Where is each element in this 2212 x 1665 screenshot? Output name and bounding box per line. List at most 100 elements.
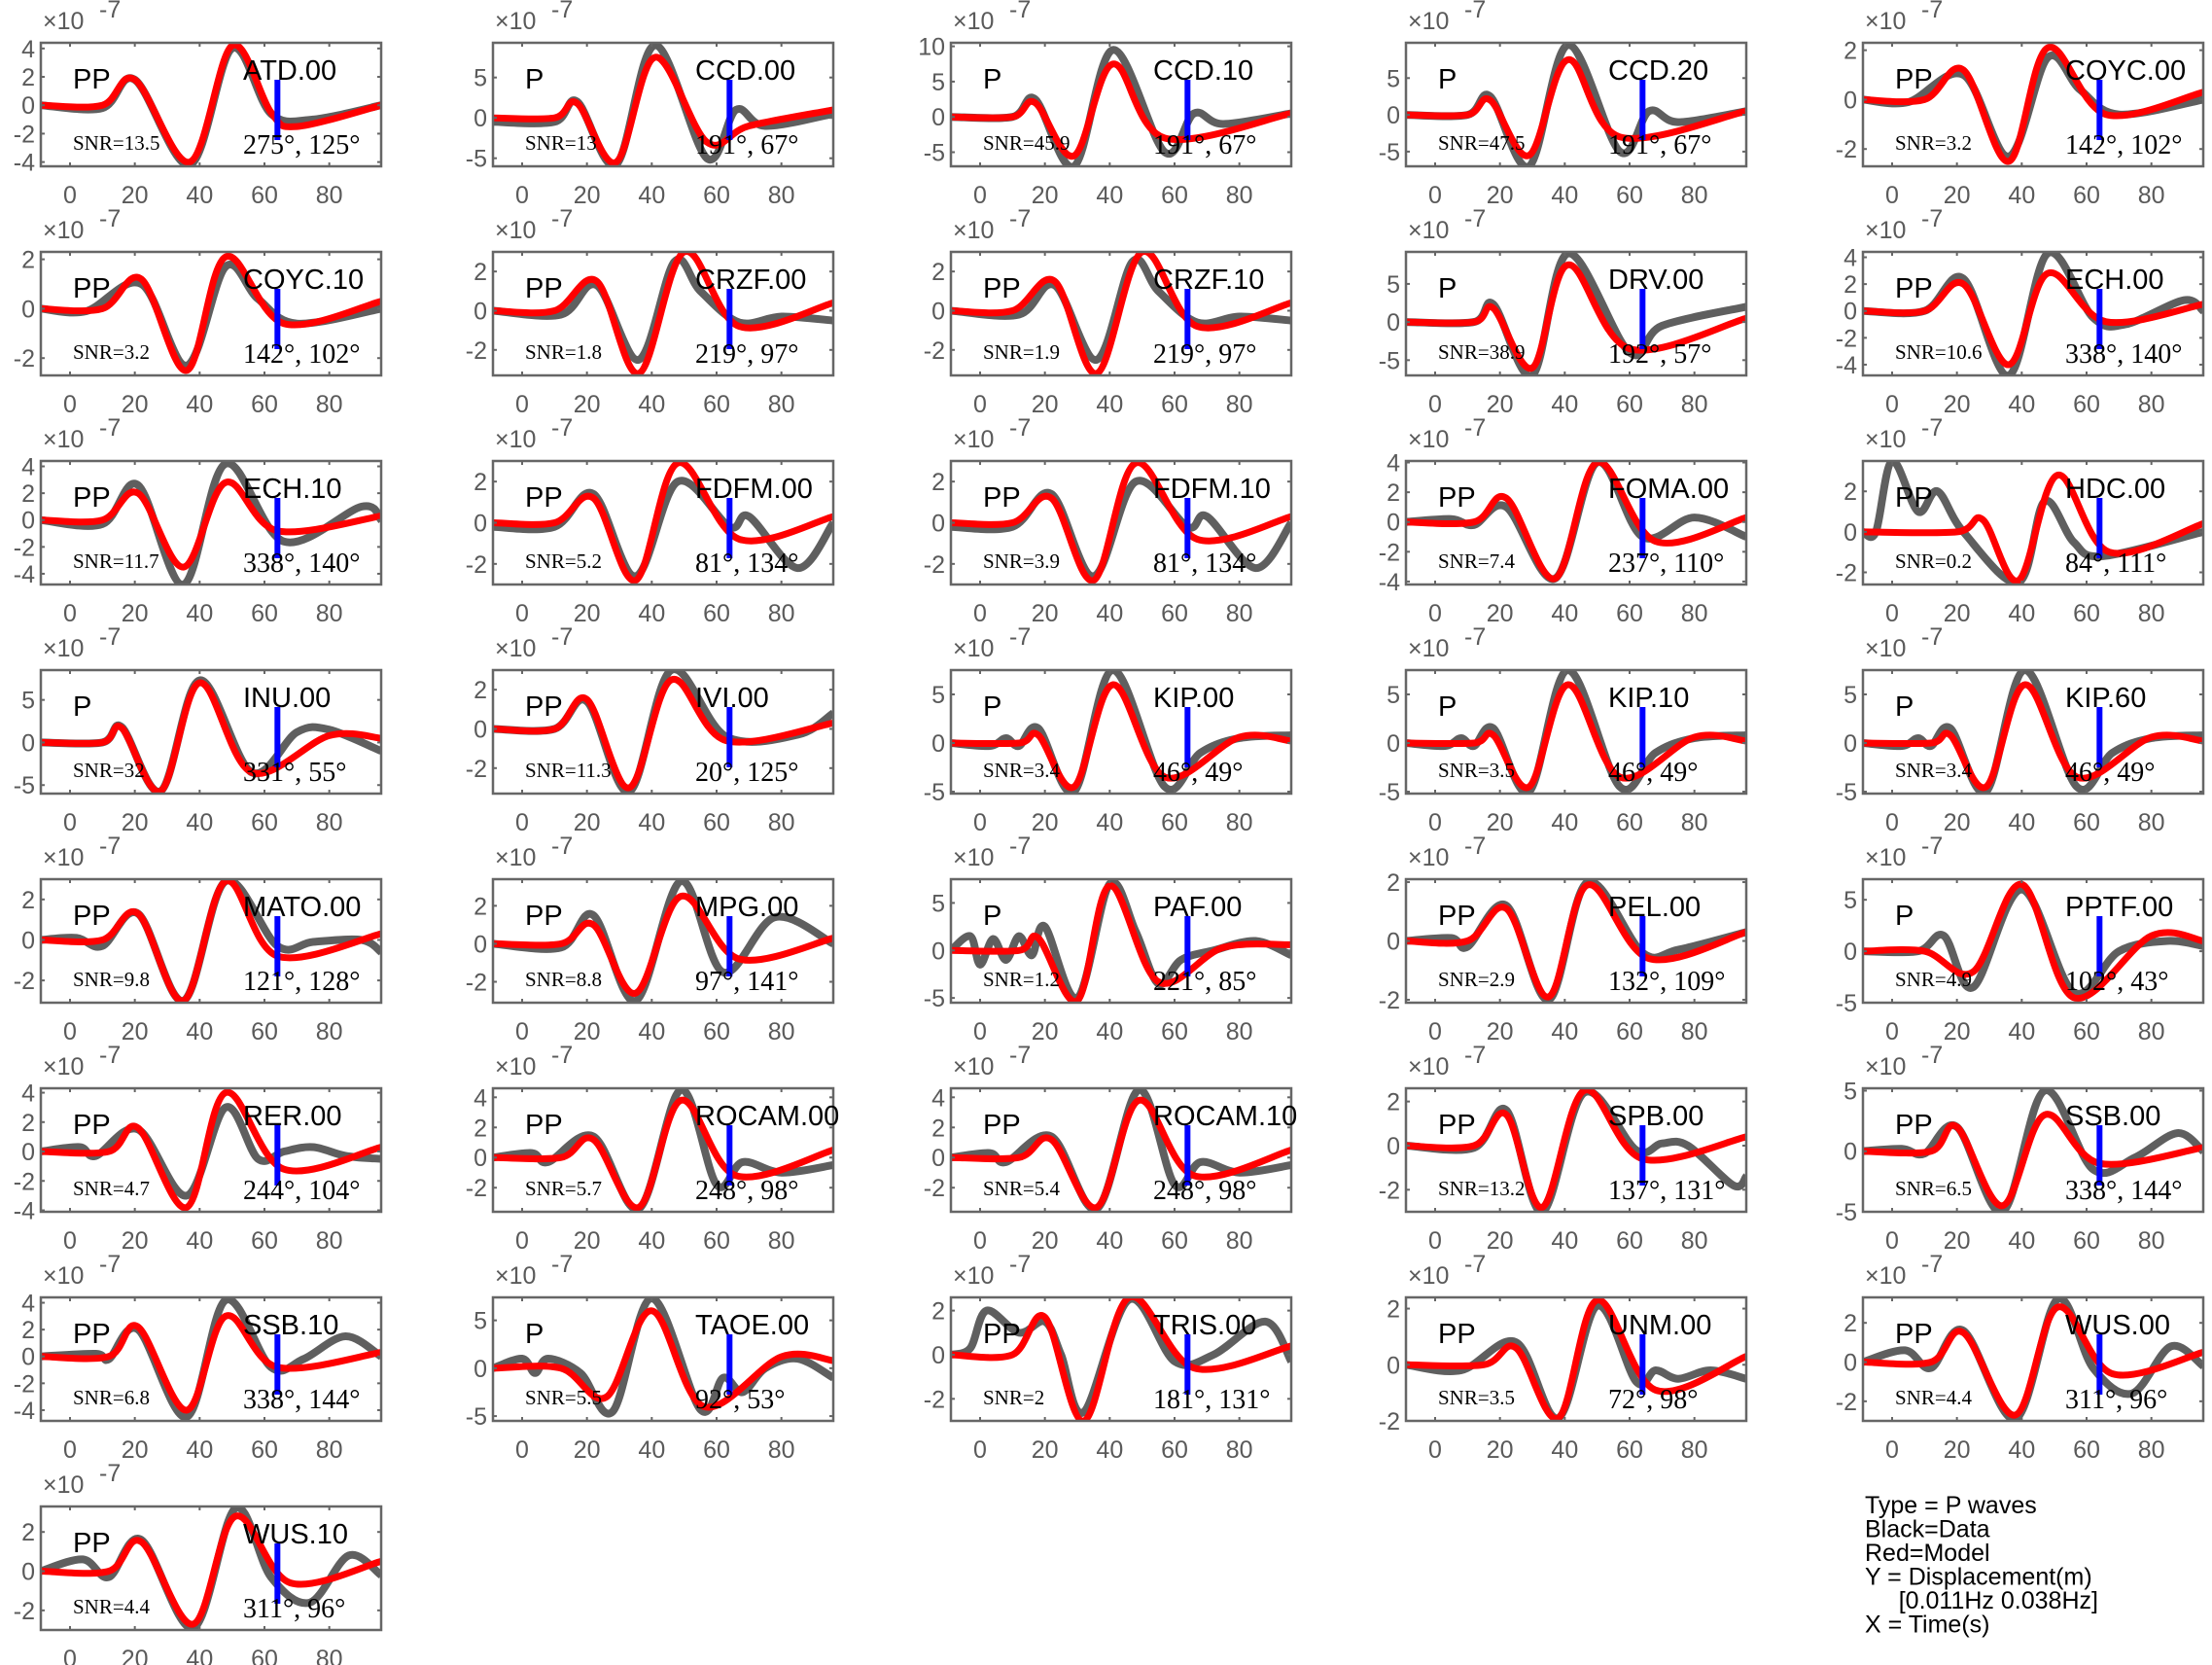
azimuth-takeoff-label: 137°, 131° bbox=[1608, 1176, 1725, 1206]
y-tick-label: -4 bbox=[14, 1398, 35, 1425]
y-tick-label: 0 bbox=[931, 938, 945, 965]
axes-frame bbox=[1404, 1295, 1748, 1423]
y-axis-multiplier: ×10 bbox=[43, 426, 84, 453]
snr-label: SNR=5.7 bbox=[525, 1177, 602, 1200]
y-axis-multiplier: ×10 bbox=[1865, 8, 1906, 35]
subplot-wus-10: 0 20 40 60 80 -2 0 2 ×10 -7 PP WUS.10 SNR=4.4 311°, 9… bbox=[14, 1460, 383, 1665]
phase-label: P bbox=[983, 691, 1001, 723]
x-tick-label: 0 bbox=[515, 1018, 529, 1045]
axes-frame bbox=[39, 250, 383, 377]
station-label: MATO.00 bbox=[243, 892, 361, 923]
y-tick-label: 0 bbox=[931, 730, 945, 758]
y-axis-exponent: -7 bbox=[1009, 623, 1031, 651]
azimuth-takeoff-label: 142°, 102° bbox=[2065, 130, 2182, 160]
x-tick-label: 80 bbox=[1226, 809, 1253, 836]
x-tick-label: 80 bbox=[768, 600, 795, 627]
subplot-rocam-10: 0 20 40 60 80 -2 0 2 4 ×10 -7 PP ROCAM.10 SNR=5.4 248°… bbox=[924, 1042, 1298, 1255]
y-axis-multiplier: ×10 bbox=[1865, 844, 1906, 871]
y-tick-label: -2 bbox=[924, 551, 945, 579]
phase-label: PP bbox=[1438, 482, 1476, 514]
y-tick-label: -2 bbox=[1379, 1408, 1400, 1435]
x-tick-label: 0 bbox=[63, 1018, 77, 1045]
y-tick-label: 0 bbox=[21, 92, 35, 120]
y-axis-multiplier: ×10 bbox=[953, 1053, 994, 1080]
station-label: MPG.00 bbox=[695, 892, 798, 923]
y-tick-label: -2 bbox=[466, 551, 487, 579]
x-tick-label: 0 bbox=[1885, 391, 1899, 418]
x-tick-label: 40 bbox=[638, 1436, 665, 1464]
y-axis-multiplier: ×10 bbox=[1408, 217, 1449, 244]
x-tick-label: 0 bbox=[973, 182, 987, 209]
y-axis-multiplier: ×10 bbox=[495, 426, 536, 453]
curves bbox=[493, 879, 833, 1003]
station-label: TAOE.00 bbox=[695, 1310, 809, 1341]
snr-label: SNR=6.5 bbox=[1895, 1177, 1972, 1200]
model-waveform-line bbox=[1863, 681, 2203, 792]
x-tick-label: 0 bbox=[1885, 1227, 1899, 1255]
x-tick-label: 60 bbox=[251, 600, 278, 627]
x-tick-label: 20 bbox=[1032, 1436, 1059, 1464]
curves bbox=[951, 252, 1291, 375]
x-tick-label: 0 bbox=[63, 1646, 77, 1665]
x-tick-label: 0 bbox=[1885, 600, 1899, 627]
phase-label: P bbox=[983, 64, 1001, 95]
model-waveform-line bbox=[951, 882, 1291, 1003]
curves bbox=[1863, 880, 2203, 1002]
x-tick-label: 0 bbox=[1428, 1018, 1442, 1045]
y-axis-exponent: -7 bbox=[1921, 623, 1943, 651]
x-tick-label: 40 bbox=[1096, 1018, 1123, 1045]
y-tick-label: 2 bbox=[474, 893, 487, 920]
x-tick-label: 80 bbox=[1681, 600, 1708, 627]
station-label: SPB.00 bbox=[1608, 1101, 1703, 1132]
y-tick-label: -2 bbox=[466, 970, 487, 997]
x-tick-label: 40 bbox=[2008, 600, 2035, 627]
x-tick-label: 20 bbox=[1487, 1436, 1514, 1464]
x-tick-label: 20 bbox=[122, 391, 149, 418]
y-tick-label: -4 bbox=[1379, 569, 1400, 596]
x-tick-label: 0 bbox=[515, 391, 529, 418]
y-tick-label: 0 bbox=[1843, 730, 1857, 758]
y-tick-label: 5 bbox=[474, 1308, 487, 1335]
x-tick-label: 40 bbox=[1551, 1227, 1578, 1255]
y-axis-multiplier: ×10 bbox=[43, 635, 84, 662]
y-axis-exponent: -7 bbox=[1921, 1042, 1943, 1069]
snr-label: SNR=2.9 bbox=[1438, 968, 1515, 991]
y-tick-label: 5 bbox=[931, 682, 945, 709]
axes-frame bbox=[491, 877, 835, 1005]
snr-label: SNR=47.5 bbox=[1438, 131, 1525, 155]
x-tick-label: 20 bbox=[574, 809, 601, 836]
subplot-crzf-10: 0 20 40 60 80 -2 0 2 ×10 -7 PP CRZF.10 SNR=1.9 219°, … bbox=[924, 205, 1293, 418]
subplot-pptf-00: 0 20 40 60 80 -5 0 5 ×10 -7 P PPTF.00 SNR=4.9 102°, 4… bbox=[1836, 832, 2205, 1045]
snr-label: SNR=7.4 bbox=[1438, 549, 1515, 573]
y-axis-multiplier: ×10 bbox=[1408, 635, 1449, 662]
legend-line: Y = Displacement(m) bbox=[1865, 1564, 2092, 1591]
y-tick-label: 2 bbox=[1843, 1310, 1857, 1337]
model-waveform-line bbox=[951, 681, 1291, 792]
snr-label: SNR=3.9 bbox=[983, 549, 1060, 573]
station-label: WUS.10 bbox=[243, 1519, 348, 1550]
station-label: CCD.00 bbox=[695, 55, 795, 87]
snr-label: SNR=32 bbox=[73, 759, 145, 782]
x-tick-label: 40 bbox=[186, 1227, 213, 1255]
phase-label: PP bbox=[1895, 273, 1933, 304]
station-label: FDFM.00 bbox=[695, 474, 813, 505]
x-tick-label: 0 bbox=[1885, 182, 1899, 209]
axes-frame bbox=[39, 1086, 383, 1214]
x-tick-label: 40 bbox=[1096, 182, 1123, 209]
model-waveform-line bbox=[1863, 880, 2203, 1002]
y-axis-multiplier: ×10 bbox=[495, 635, 536, 662]
azimuth-takeoff-label: 121°, 128° bbox=[243, 967, 360, 997]
y-tick-label: 0 bbox=[931, 511, 945, 538]
y-tick-label: 0 bbox=[474, 1145, 487, 1172]
axes-frame bbox=[1861, 41, 2205, 168]
x-tick-label: 80 bbox=[768, 809, 795, 836]
y-tick-label: 0 bbox=[1387, 730, 1400, 758]
axes-frame bbox=[491, 1086, 835, 1214]
x-tick-label: 40 bbox=[1096, 600, 1123, 627]
curves bbox=[1863, 252, 2203, 375]
axes-frame bbox=[491, 250, 835, 377]
y-axis-multiplier: ×10 bbox=[43, 1262, 84, 1290]
x-tick-label: 80 bbox=[316, 182, 343, 209]
snr-label: SNR=3.4 bbox=[983, 759, 1060, 782]
